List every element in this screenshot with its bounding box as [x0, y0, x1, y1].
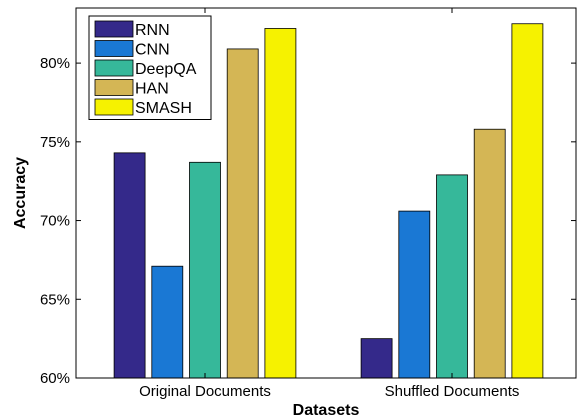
legend-label-han: HAN	[135, 81, 169, 98]
bar-smash-0	[264, 28, 297, 379]
x-tick-label: Original Documents	[139, 383, 271, 400]
y-tick-label: 65%	[40, 291, 70, 308]
legend-label-deepqa: DeepQA	[135, 61, 197, 78]
bar-deepqa-1	[436, 174, 468, 379]
legend-swatch-cnn	[94, 40, 134, 57]
bar-rnn-0	[113, 152, 146, 379]
ticks-layer: 60% 65% 70% 75% 80% Original Documents Shuffle…	[40, 8, 576, 400]
legend-swatch-deepqa	[94, 59, 134, 77]
x-axis-label: Datasets	[293, 402, 360, 419]
y-tick-label: 70%	[40, 213, 70, 230]
y-tick-label: 75%	[40, 134, 70, 151]
legend: RNN CNN DeepQA HAN SMASH	[88, 15, 212, 120]
bar-rnn-1	[360, 338, 393, 379]
bar-deepqa-0	[189, 161, 221, 379]
bar-cnn-0	[151, 265, 184, 379]
legend-swatch-smash	[94, 98, 134, 116]
legend-label-cnn: CNN	[135, 42, 170, 59]
bar-cnn-1	[398, 210, 431, 379]
legend-swatch-han	[94, 79, 134, 96]
plot-frame	[75, 7, 577, 379]
y-tick-label: 80%	[40, 55, 70, 72]
x-tick-label: Shuffled Documents	[385, 383, 520, 400]
y-axis-label: Accuracy	[12, 157, 29, 229]
bar-smash-1	[511, 23, 544, 379]
legend-swatch-rnn	[94, 20, 134, 38]
legend-label-rnn: RNN	[135, 22, 170, 39]
y-tick-label: 60%	[40, 370, 70, 387]
bar-han-1	[473, 128, 506, 379]
bar-han-0	[226, 48, 259, 379]
bars-layer	[113, 23, 544, 379]
legend-label-smash: SMASH	[135, 100, 192, 117]
